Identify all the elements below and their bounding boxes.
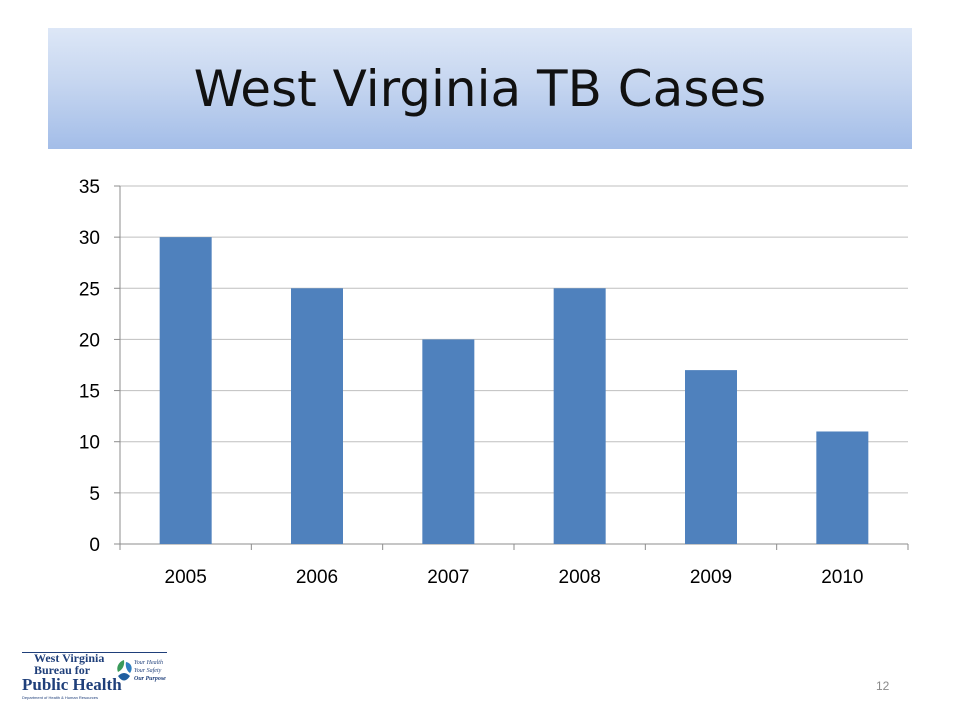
slide-title: West Virginia TB Cases (193, 59, 767, 118)
x-tick-label: 2005 (165, 567, 207, 588)
bar-2007 (422, 339, 475, 544)
logo-rule (22, 652, 167, 653)
agency-logo: West Virginia Bureau for Public Health D… (22, 652, 172, 702)
title-banner: West Virginia TB Cases (48, 28, 912, 149)
leaf-people-icon (117, 660, 132, 681)
y-tick-label: 15 (79, 382, 100, 403)
x-tick-label: 2010 (821, 567, 863, 588)
logo-line-2: Bureau for (34, 663, 91, 677)
x-tick-label: 2009 (690, 567, 732, 588)
bar-2006 (291, 288, 343, 544)
x-tick-label: 2006 (296, 567, 338, 588)
y-tick-label: 35 (79, 177, 100, 198)
page-number: 12 (876, 679, 890, 693)
bar-2010 (816, 431, 869, 544)
bar-2005 (159, 237, 212, 544)
x-tick-label: 2008 (559, 567, 601, 588)
logo-line-3: Public Health (22, 675, 122, 694)
y-tick-label: 20 (79, 330, 100, 351)
logo-line-1: West Virginia (34, 651, 105, 665)
bar-2009 (685, 370, 737, 544)
y-tick-label: 0 (89, 535, 100, 556)
y-tick-label: 30 (79, 228, 100, 249)
y-tick-label: 10 (79, 433, 100, 454)
x-tick-label: 2007 (427, 567, 469, 588)
y-tick-label: 25 (79, 279, 100, 300)
y-tick-label: 5 (89, 484, 100, 505)
logo-tagline-1: Your Health (134, 660, 163, 666)
logo-tagline-3: Our Purpose (134, 676, 166, 682)
logo-line-4: Department of Health & Human Resources (22, 695, 99, 700)
logo-tagline-2: Your Safety (134, 668, 162, 674)
bar-2008 (553, 288, 606, 544)
